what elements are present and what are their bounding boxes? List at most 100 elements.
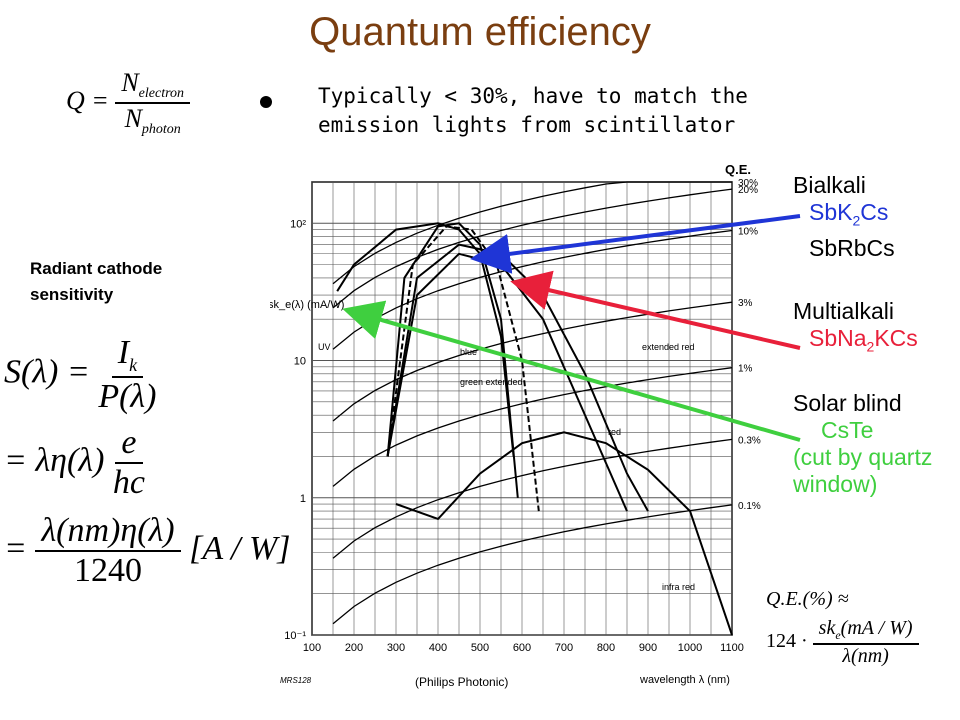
cste-label: CsTe bbox=[821, 417, 874, 444]
y-tick-label: 10⁻¹ bbox=[284, 630, 306, 642]
bullet-text: Typically < 30%, have to match the emiss… bbox=[318, 84, 748, 137]
x-tick-label: 200 bbox=[345, 642, 363, 654]
solar-blind-label: Solar blind bbox=[793, 390, 902, 417]
red-arrow bbox=[510, 270, 801, 350]
qe-line-label: 20% bbox=[738, 185, 758, 196]
sbna2kcs-post: KCs bbox=[874, 324, 918, 351]
x-tick-label: 900 bbox=[639, 642, 657, 654]
s-num1: I bbox=[117, 334, 130, 371]
s-num2: e bbox=[115, 424, 143, 464]
qe-factor: 124 · bbox=[766, 630, 808, 653]
green-arrow bbox=[342, 300, 801, 442]
sbrbcs-label: SbRbCs bbox=[809, 234, 895, 261]
qe-line-label: 3% bbox=[738, 298, 753, 309]
s-formula-line1: S(λ) = Ik P(λ) bbox=[4, 334, 157, 416]
qe-num-rest: (mA / W) bbox=[840, 617, 913, 639]
qe-line-label: 30% bbox=[738, 178, 758, 189]
bialkali-label: Bialkali bbox=[793, 172, 866, 198]
qe-line-label: 0.3% bbox=[738, 435, 761, 446]
blue-arrow bbox=[470, 214, 801, 274]
sbk2cs-sub: 2 bbox=[852, 212, 861, 229]
q-fraction: Nelectron Nphoton bbox=[115, 68, 191, 138]
s-unit: [A / W] bbox=[189, 529, 291, 567]
qe-line-label: 10% bbox=[738, 226, 758, 237]
qe-axis-title: Q.E. bbox=[725, 162, 751, 177]
s-formula-line3: = λ(nm)η(λ) 1240 [A / W] bbox=[4, 512, 291, 590]
qe-line bbox=[332, 181, 732, 285]
radiant-cathode-label: Radiant cathode sensitivity bbox=[30, 259, 163, 304]
qe-line bbox=[332, 188, 733, 309]
sbk2cs-pre: SbK bbox=[809, 199, 853, 225]
spacer bbox=[793, 262, 958, 298]
cut-note-1: (cut by quartz bbox=[793, 444, 933, 471]
sbna2kcs-label: SbNa2KCs bbox=[793, 325, 958, 361]
s-frac1: Ik P(λ) bbox=[98, 334, 156, 416]
s-num3: λ(nm)η(λ) bbox=[35, 512, 181, 552]
sbna2kcs-sub: 2 bbox=[866, 338, 875, 355]
x-tick-label: 300 bbox=[387, 642, 405, 654]
chart-ticks: 100 200 300 400 500 600 700 800 900 1000 1100 10⁻¹ 1… bbox=[284, 218, 744, 654]
q-formula: Q = Nelectron Nphoton bbox=[66, 68, 191, 138]
qe-line-label: 0.1% bbox=[738, 501, 761, 512]
series-curve bbox=[395, 431, 733, 636]
qe-line bbox=[332, 438, 733, 559]
y-tick-label: 1 bbox=[300, 493, 306, 505]
y-axis-label: sk_e(λ) (mA/W) bbox=[270, 299, 344, 311]
x-tick-label: 800 bbox=[597, 642, 615, 654]
qe-line bbox=[332, 504, 733, 625]
s-den3: 1240 bbox=[74, 552, 143, 589]
s-num1-sub: k bbox=[129, 354, 138, 375]
qe-frac: ske(mA / W) λ(nm) bbox=[812, 617, 919, 668]
x-axis-label: wavelength λ (nm) bbox=[639, 674, 730, 686]
q-num: N bbox=[121, 68, 139, 97]
s-den1: P(λ) bbox=[98, 377, 157, 415]
y-tick-label: 10² bbox=[290, 218, 306, 230]
q-den-sub: photon bbox=[141, 122, 181, 138]
s-frac3: λ(nm)η(λ) 1240 bbox=[35, 512, 181, 590]
curve-label: red bbox=[608, 427, 621, 437]
s-frac2: e hc bbox=[113, 424, 145, 502]
series-curve bbox=[386, 222, 519, 498]
qe-den: λ(nm) bbox=[842, 645, 889, 667]
x-tick-label: 700 bbox=[555, 642, 573, 654]
s-formula-line2: = λη(λ) e hc bbox=[4, 424, 146, 502]
spacer bbox=[793, 360, 958, 390]
y-tick-label: 10 bbox=[294, 356, 306, 368]
qe-formula: Q.E.(%) ≈ 124 · ske(mA / W) λ(nm) bbox=[766, 588, 956, 668]
sbna2kcs-pre: SbNa bbox=[809, 324, 867, 351]
curve-label: extended red bbox=[642, 342, 695, 352]
multialkali-label: Multialkali bbox=[793, 297, 894, 324]
q-num-sub: electron bbox=[138, 86, 185, 102]
cut-note-2: window) bbox=[793, 471, 878, 498]
qe-lines: 30%20% 10% 3% 1% 0.3% 0.1% bbox=[332, 178, 761, 625]
qe-lhs: Q.E.(%) ≈ bbox=[766, 588, 849, 610]
qe-line bbox=[332, 229, 733, 350]
series-curve bbox=[386, 225, 540, 512]
qe-num: sk bbox=[818, 617, 836, 639]
page-title: Quantum efficiency bbox=[309, 10, 651, 54]
curve-label: UV bbox=[318, 342, 331, 352]
curve-label: blue bbox=[460, 347, 477, 357]
curve-label: green extended bbox=[460, 377, 523, 387]
x-tick-label: 1100 bbox=[720, 642, 744, 654]
qe-line-label: 1% bbox=[738, 364, 753, 375]
sbk2cs-post: Cs bbox=[860, 199, 889, 225]
x-tick-label: 1000 bbox=[678, 642, 702, 654]
s-mid: λη(λ) bbox=[35, 441, 105, 479]
x-tick-label: 400 bbox=[429, 642, 447, 654]
x-tick-label: 100 bbox=[303, 642, 321, 654]
bullet-dot bbox=[260, 96, 272, 108]
x-tick-label: 500 bbox=[471, 642, 489, 654]
q-den: N bbox=[124, 104, 142, 134]
q-lhs: Q bbox=[66, 86, 85, 116]
sbk2cs-label: SbK2Cs bbox=[793, 199, 958, 235]
qe-line bbox=[332, 367, 733, 487]
labels-right: Bialkali SbK2Cs SbRbCs Multialkali SbNa2… bbox=[793, 172, 958, 498]
s-den2: hc bbox=[112, 464, 146, 501]
figure-code: MRS128 bbox=[280, 676, 312, 685]
curve-label: infra red bbox=[662, 582, 695, 592]
x-tick-label: 600 bbox=[513, 642, 531, 654]
qe-num-sub: e bbox=[835, 628, 841, 642]
source-label: (Philips Photonic) bbox=[415, 675, 508, 689]
